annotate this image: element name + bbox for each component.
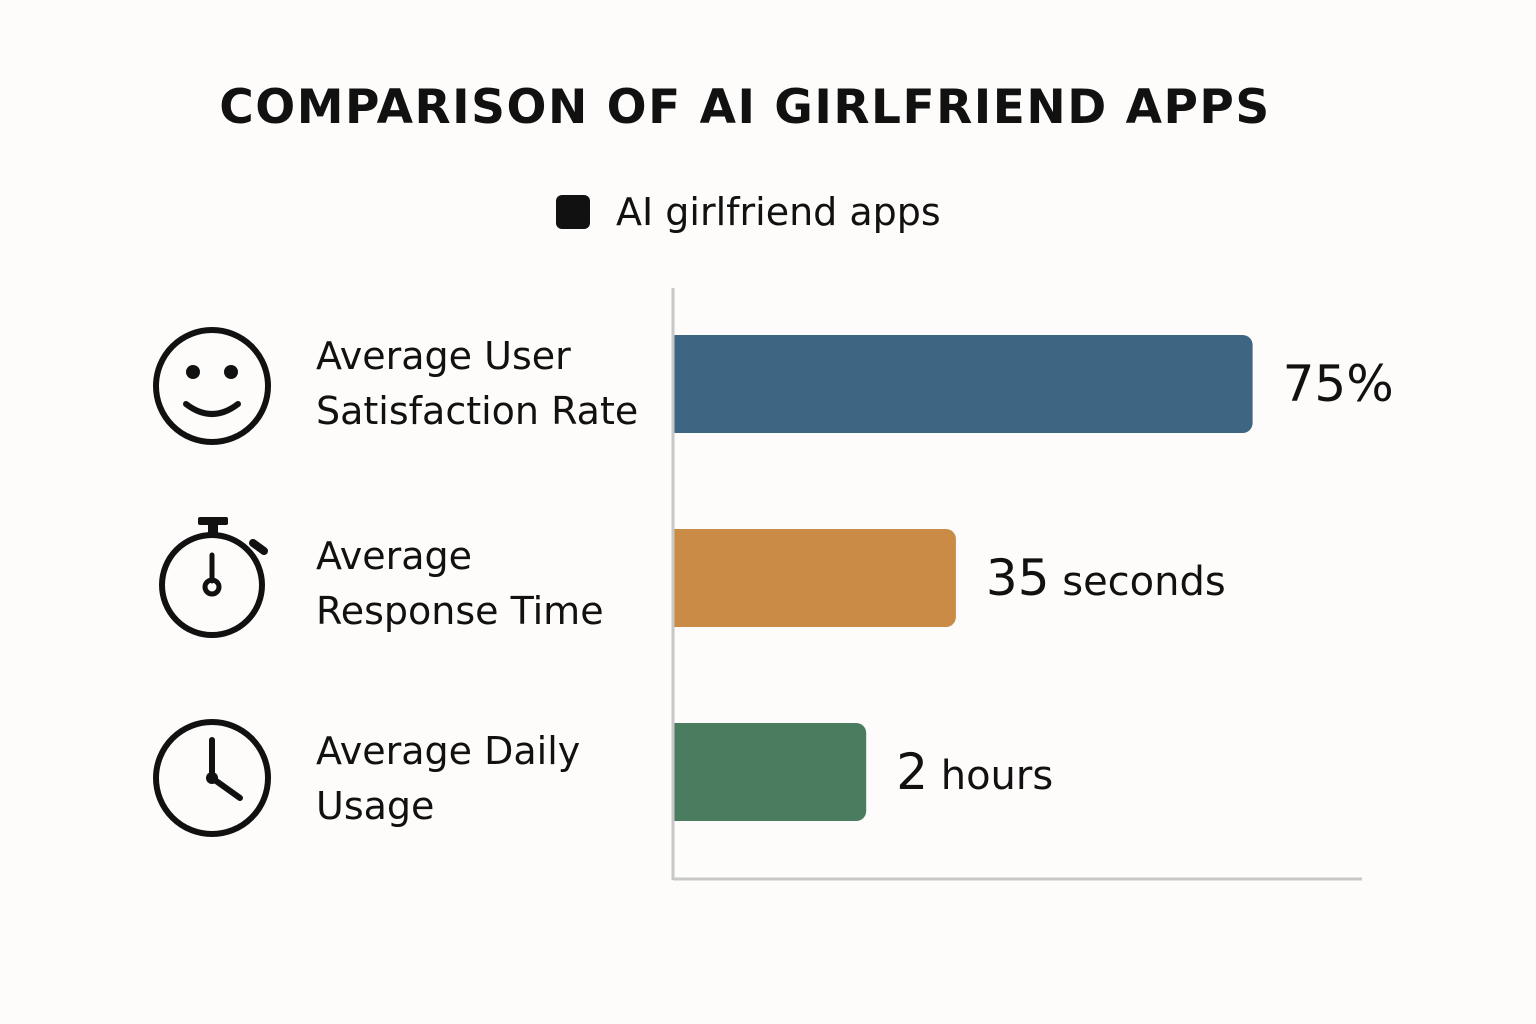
stopwatch-icon [150,515,274,639]
bar-1 [673,529,956,627]
bar-value-label: 2 hours [896,743,1053,801]
bar-0 [673,335,1253,433]
legend-swatch [556,195,590,229]
chart-title: COMPARISON OF AI GIRLFRIEND APPS [219,80,1271,135]
category-label-line: Satisfaction Rate [316,389,639,433]
legend-label: AI girlfriend apps [616,190,941,234]
category-label-satisfaction: Average User Satisfaction Rate [316,329,661,439]
clock-icon [150,716,274,840]
category-label-line: Average [316,534,473,578]
category-label-daily-usage: Average Daily Usage [316,724,661,834]
bar-0-edge [673,335,687,433]
bar-1-edge [673,529,687,627]
smiley-face-icon [150,324,274,448]
bar-2-edge [673,723,687,821]
category-label-line: Average User [316,334,571,378]
category-label-line: Response Time [316,589,604,633]
bar-2 [673,723,867,821]
category-label-line: Usage [316,784,435,828]
bar-value-label: 35 seconds [986,549,1226,607]
bar-value-label: 75% [1283,355,1394,413]
chart-legend: AI girlfriend apps [556,190,941,234]
category-label-line: Average Daily [316,729,581,773]
category-label-response-time: Average Response Time [316,529,661,639]
